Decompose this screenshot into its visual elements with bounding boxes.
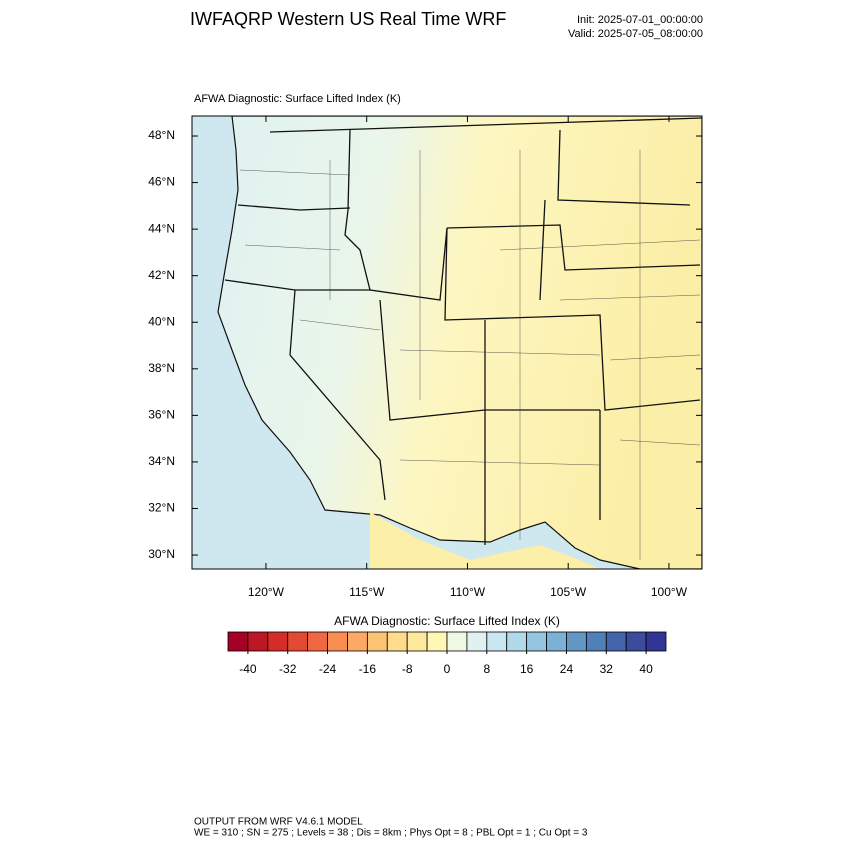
colorbar-box [406,631,428,652]
colorbar-box [645,631,667,652]
x-tick-label: 115°W [349,585,385,599]
mexico-land [370,512,600,569]
colorbar-tick-label: 32 [600,662,614,676]
colorbar-box [327,631,348,652]
colorbar-box [506,631,528,652]
colorbar-box [625,631,647,652]
colorbar: -40 -32 -24 -16 -8 0 8 16 24 32 40 [227,631,667,676]
colorbar-box [366,631,388,652]
init-time: Init: 2025-07-01_00:00:00 [577,14,703,26]
y-tick-label: 46°N [148,175,175,189]
colorbar-box [546,631,567,652]
colorbar-tick-label: 8 [483,662,490,676]
colorbar-box [347,631,368,652]
x-tick-label: 120°W [248,585,285,599]
colorbar-tick-label: -24 [319,662,337,676]
colorbar-box [466,631,488,652]
x-tick-label: 110°W [450,585,486,599]
map-title: AFWA Diagnostic: Surface Lifted Index (K… [194,93,401,105]
county-borders [239,150,701,560]
footer-line: WE = 310 ; SN = 275 ; Levels = 38 ; Dis … [194,828,588,839]
y-tick-label: 44°N [148,221,175,235]
title: IWFAQRP Western US Real Time WRF [190,9,506,29]
y-tick-label: 48°N [148,128,175,142]
y-tick-label: 30°N [148,547,175,561]
y-tick-label: 36°N [148,408,175,422]
y-tick-label: 42°N [148,268,175,282]
footer-line: OUTPUT FROM WRF V4.6.1 MODEL [194,817,363,828]
colorbar-tick-label: 0 [444,662,451,676]
colorbar-tick-label: -16 [359,662,377,676]
colorbar-box [585,631,607,652]
colorbar-box [227,631,249,652]
map-frame [191,115,703,570]
colorbar-box [526,631,547,652]
colorbar-box [426,631,448,652]
colorbar-tick-label: 40 [639,662,653,676]
colorbar-tick-label: -8 [402,662,413,676]
colorbar-tick-label: -32 [279,662,297,676]
colorbar-title: AFWA Diagnostic: Surface Lifted Index (K… [334,614,560,628]
colorbar-box [486,631,508,652]
x-tick-label: 105°W [550,585,587,599]
colorbar-box [566,631,587,652]
colorbar-box [267,631,289,652]
colorbar-box [386,631,408,652]
colorbar-box [247,631,269,652]
y-tick-label: 32°N [148,501,175,515]
y-tick-label: 38°N [148,361,175,375]
colorbar-box [307,631,328,652]
land [217,116,702,569]
colorbar-box [287,631,309,652]
colorbar-tick-label: 24 [560,662,574,676]
y-tick-label: 34°N [148,454,175,468]
colorbar-box [446,631,468,652]
valid-time: Valid: 2025-07-05_08:00:00 [568,28,703,40]
y-tick-label: 40°N [148,314,175,328]
state-borders [224,117,702,545]
colorbar-tick-label: -40 [239,662,257,676]
colorbar-box [605,631,627,652]
x-tick-label: 100°W [651,585,688,599]
map-area [192,116,702,569]
colorbar-tick-label: 16 [520,662,534,676]
